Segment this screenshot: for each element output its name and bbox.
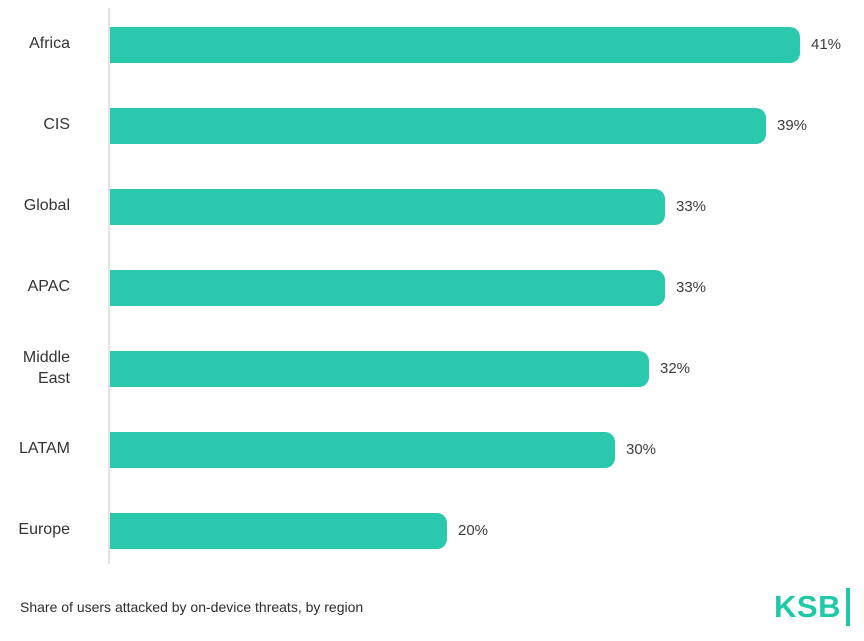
chart-row-cis: CIS 39%: [0, 85, 864, 166]
bar-europe: [110, 512, 447, 549]
ksb-logo: KSB: [774, 588, 850, 626]
chart-row-europe: Europe 20%: [0, 490, 864, 571]
value-label-africa: 41%: [811, 36, 842, 53]
chart-area: Africa 41% CIS 39% Global 33% APAC 33% Middle Ea…: [0, 4, 864, 575]
bar-middle-east: [110, 350, 649, 387]
ksb-logo-text: KSB: [774, 589, 841, 624]
chart-footer: Share of users attacked by on-device thr…: [20, 583, 850, 631]
ksb-logo-cursor-bar: [846, 588, 850, 626]
value-label-middle-east: 32%: [660, 360, 691, 377]
value-label-apac: 33%: [676, 279, 707, 296]
category-label-europe: Europe: [18, 521, 70, 539]
value-label-europe: 20%: [458, 522, 489, 539]
category-label-middle-east: Middle East: [22, 348, 70, 387]
value-label-global: 33%: [676, 198, 707, 215]
bar-africa: [110, 26, 800, 63]
category-label-apac: APAC: [27, 278, 70, 296]
category-label-cis: CIS: [43, 116, 70, 134]
category-label-latam: LATAM: [19, 440, 70, 458]
chart-row-latam: LATAM 30%: [0, 409, 864, 490]
value-label-cis: 39%: [777, 117, 808, 134]
chart-row-middle-east: Middle East 32%: [0, 328, 864, 409]
value-label-latam: 30%: [626, 441, 657, 458]
bar-global: [110, 188, 665, 225]
chart-caption: Share of users attacked by on-device thr…: [20, 599, 364, 615]
chart-row-africa: Africa 41%: [0, 4, 864, 85]
bar-cis: [110, 107, 766, 144]
category-label-global: Global: [23, 197, 70, 215]
y-axis-line: [108, 8, 110, 564]
category-label-africa: Africa: [29, 35, 70, 53]
chart-row-apac: APAC 33%: [0, 247, 864, 328]
bar-track-middle-east: 32%: [110, 350, 864, 387]
bar-track-apac: 33%: [110, 269, 864, 306]
bar-track-africa: 41%: [110, 26, 864, 63]
bar-track-europe: 20%: [110, 512, 864, 549]
bar-track-cis: 39%: [110, 107, 864, 144]
bar-track-global: 33%: [110, 188, 864, 225]
chart-row-global: Global 33%: [0, 166, 864, 247]
bar-latam: [110, 431, 615, 468]
chart-rows: Africa 41% CIS 39% Global 33% APAC 33% Middle Ea…: [0, 4, 864, 571]
bar-track-latam: 30%: [110, 431, 864, 468]
bar-apac: [110, 269, 665, 306]
